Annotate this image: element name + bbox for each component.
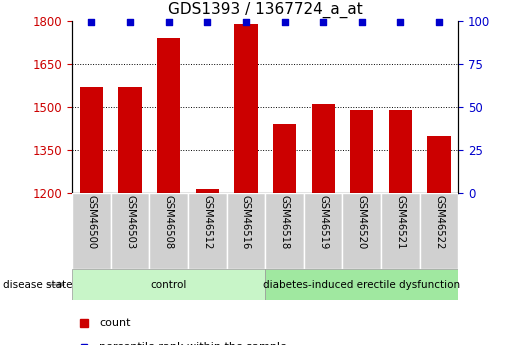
Text: GSM46519: GSM46519 [318,196,328,250]
Point [357,20,366,25]
Text: GSM46512: GSM46512 [202,196,212,250]
Point [203,20,212,25]
Point [126,20,134,25]
Point [435,20,443,25]
Bar [72,193,111,269]
Text: control: control [150,280,187,289]
Bar [265,193,304,269]
Point [165,20,173,25]
Bar [118,87,142,193]
Bar [196,189,219,193]
Text: GSM46521: GSM46521 [396,196,405,250]
Text: GSM46522: GSM46522 [434,196,444,250]
Bar [227,193,265,269]
Bar [312,104,335,193]
Title: GDS1393 / 1367724_a_at: GDS1393 / 1367724_a_at [168,2,363,18]
Bar [72,269,265,300]
Point [88,20,96,25]
Bar [149,193,188,269]
Point [397,20,405,25]
Point [280,20,288,25]
Text: disease state: disease state [3,280,72,289]
Text: GSM46500: GSM46500 [87,196,96,249]
Bar [188,193,227,269]
Bar [427,136,451,193]
Bar [342,193,381,269]
Point [319,20,328,25]
Point [242,20,250,25]
Text: percentile rank within the sample: percentile rank within the sample [99,342,287,345]
Bar [304,193,342,269]
Bar [80,87,103,193]
Text: diabetes-induced erectile dysfunction: diabetes-induced erectile dysfunction [263,280,460,289]
Text: GSM46520: GSM46520 [357,196,367,250]
Bar [234,23,258,193]
Bar [157,38,180,193]
Text: GSM46503: GSM46503 [125,196,135,249]
Bar [420,193,458,269]
Bar [273,124,296,193]
Bar [265,269,458,300]
Text: GSM46518: GSM46518 [280,196,289,250]
Bar [350,110,373,193]
Bar [381,193,420,269]
Bar [111,193,149,269]
Text: GSM46516: GSM46516 [241,196,251,250]
Text: GSM46508: GSM46508 [164,196,174,249]
Bar [389,110,412,193]
Text: count: count [99,317,131,327]
